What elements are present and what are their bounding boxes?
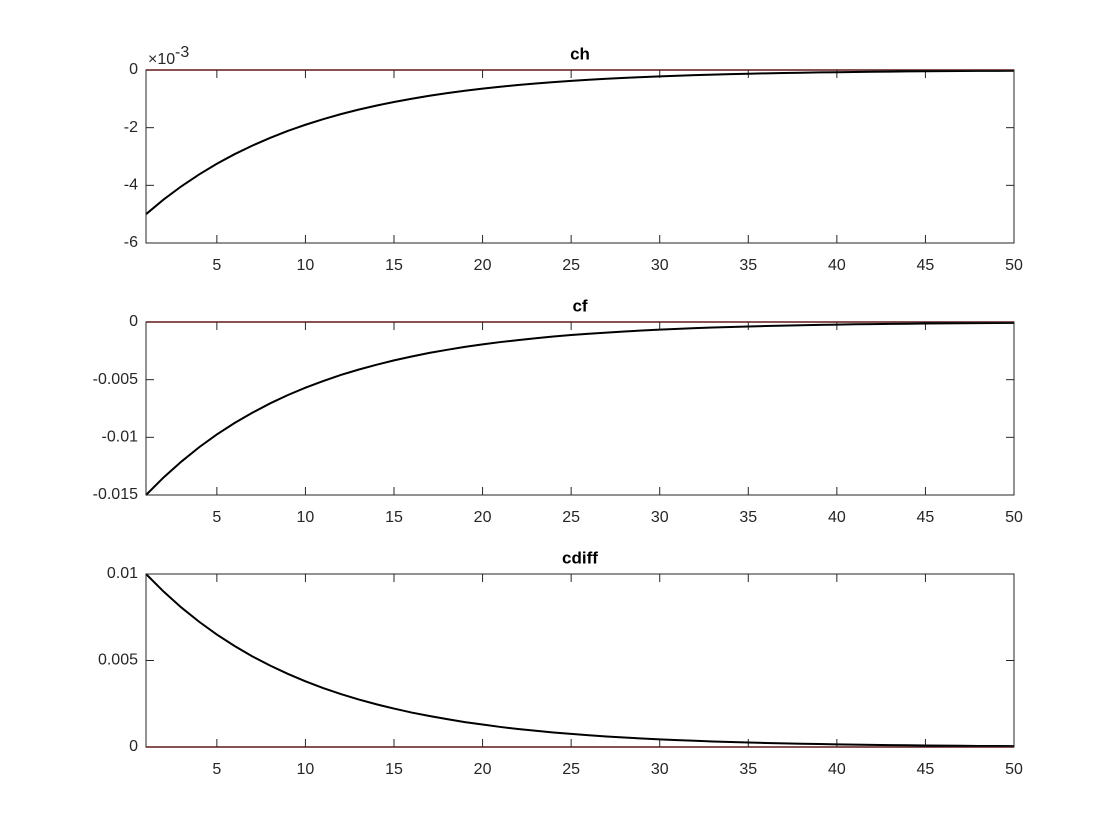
- x-tick-label: 30: [651, 509, 669, 526]
- y-tick-label: 0.005: [98, 652, 138, 669]
- y-tick-label: 0.01: [107, 565, 138, 582]
- x-tick-label: 5: [212, 257, 221, 274]
- x-tick-label: 40: [828, 509, 846, 526]
- x-tick-label: 50: [1005, 509, 1023, 526]
- subplot-title: cdiff: [562, 548, 598, 567]
- x-tick-label: 45: [917, 761, 935, 778]
- series-line: [145, 321, 1015, 496]
- x-tick-label: 25: [562, 509, 580, 526]
- x-tick-label: 25: [562, 761, 580, 778]
- x-tick-label: 30: [651, 257, 669, 274]
- y-tick-label: -4: [124, 177, 138, 194]
- x-tick-label: 15: [385, 761, 403, 778]
- x-tick-label: 35: [739, 509, 757, 526]
- x-tick-label: 20: [474, 257, 492, 274]
- x-tick-label: 10: [297, 257, 315, 274]
- x-tick-label: 15: [385, 509, 403, 526]
- y-tick-label: 0: [129, 313, 138, 330]
- y-tick-label: -2: [124, 119, 138, 136]
- subplot-title: ch: [570, 44, 590, 63]
- axes-box: [145, 573, 1015, 748]
- x-tick-label: 10: [297, 761, 315, 778]
- y-tick-label: -0.015: [93, 486, 138, 503]
- plot-area: [146, 322, 1014, 495]
- y-tick-label: -0.005: [93, 371, 138, 388]
- plot-area: [146, 70, 1014, 243]
- x-tick-label: 50: [1005, 761, 1023, 778]
- axes-box: [145, 69, 1015, 244]
- series-line: [145, 69, 1015, 215]
- y-tick-label: -0.01: [102, 429, 139, 446]
- x-tick-label: 40: [828, 257, 846, 274]
- series-line: [145, 573, 1015, 748]
- y-tick-label: -6: [124, 234, 138, 251]
- x-tick-label: 45: [917, 509, 935, 526]
- x-tick-label: 35: [739, 257, 757, 274]
- x-tick-label: 5: [212, 509, 221, 526]
- x-tick-label: 10: [297, 509, 315, 526]
- x-tick-label: 5: [212, 761, 221, 778]
- y-multiplier: ×10: [148, 51, 175, 68]
- x-tick-label: 15: [385, 257, 403, 274]
- axes-box: [145, 321, 1015, 496]
- y-tick-label: 0: [129, 738, 138, 755]
- x-tick-label: 35: [739, 761, 757, 778]
- x-tick-label: 25: [562, 257, 580, 274]
- y-tick-label: 0: [129, 61, 138, 78]
- plot-area: [146, 574, 1014, 747]
- x-tick-label: 45: [917, 257, 935, 274]
- x-tick-label: 50: [1005, 257, 1023, 274]
- x-tick-label: 40: [828, 761, 846, 778]
- x-tick-label: 20: [474, 761, 492, 778]
- x-tick-label: 20: [474, 509, 492, 526]
- x-tick-label: 30: [651, 761, 669, 778]
- y-multiplier-exponent: -3: [175, 44, 189, 61]
- subplot-title: cf: [572, 296, 587, 315]
